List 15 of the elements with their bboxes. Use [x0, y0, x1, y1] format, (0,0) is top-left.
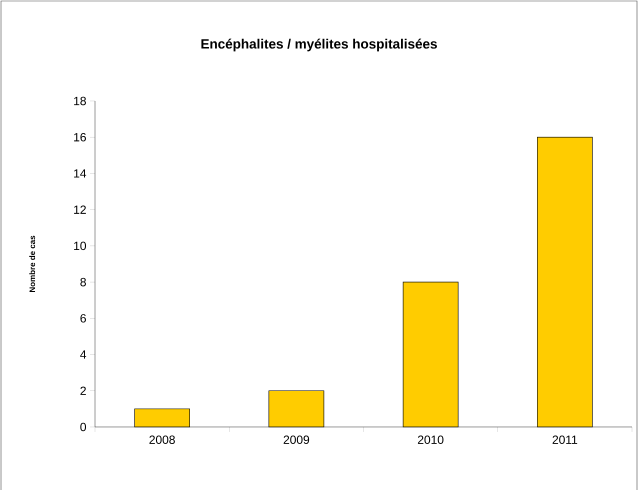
y-tick-label: 8 [80, 278, 86, 286]
y-tick-label: 0 [80, 422, 86, 432]
y-tick-label: 14 [74, 169, 86, 178]
x-tick-label: 2009 [284, 436, 310, 444]
y-tick-label: 16 [74, 132, 86, 142]
x-tick-label: 2008 [149, 436, 175, 444]
y-tick-label: 12 [74, 205, 86, 214]
y-tick-label: 6 [80, 314, 86, 323]
x-tick-label: 2010 [418, 436, 444, 444]
chart-title: Encéphalites / myélites hospitalisées [201, 38, 437, 52]
y-tick-label: 4 [80, 350, 86, 359]
y-tick-label: 2 [80, 386, 86, 395]
y-tick-label: 10 [74, 242, 86, 250]
x-tick-label: 2011 [552, 436, 578, 444]
y-tick-label: 18 [74, 96, 86, 106]
